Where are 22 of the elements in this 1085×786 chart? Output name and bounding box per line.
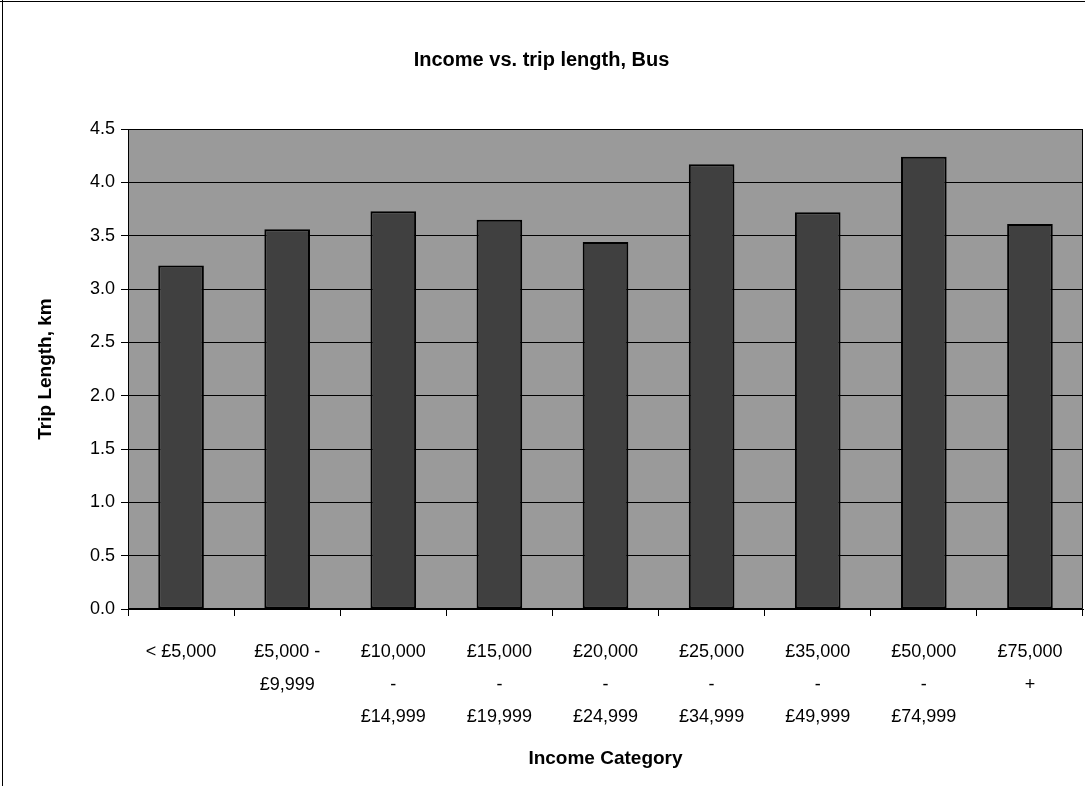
x-tick-label: < £5,000	[145, 641, 217, 662]
y-tick-label: 3.0	[89, 277, 115, 298]
x-axis-title: Income Category	[528, 746, 684, 768]
y-tick-label: 3.5	[89, 224, 115, 245]
x-tick-label: £35,000 - £49,999	[785, 641, 851, 726]
x-tick-label: £20,000 - £24,999	[572, 641, 639, 726]
x-tick-label: £15,000 - £19,999	[466, 641, 532, 726]
x-tick-label: £10,000 - £14,999	[360, 641, 426, 726]
chart-title: Income vs. trip length, Bus	[413, 47, 670, 70]
y-tick-label: 2.0	[89, 384, 115, 405]
y-tick-label: 1.0	[89, 491, 115, 512]
y-axis-title: Trip Length, km	[33, 298, 55, 440]
y-tick-label: 4.0	[89, 171, 115, 192]
x-tick-label: £75,000 +	[997, 641, 1063, 694]
y-tick-label: 1.5	[89, 437, 115, 458]
y-tick-label: 2.5	[89, 331, 115, 352]
y-tick-label: 4.5	[89, 117, 115, 138]
y-tick-label: 0.5	[89, 544, 115, 565]
x-tick-label: £50,000 - £74,999	[891, 641, 957, 726]
x-tick-label: £5,000 - £9,999	[254, 641, 321, 694]
x-tick-label: £25,000 - £34,999	[679, 641, 745, 726]
y-tick-label: 0.0	[89, 597, 115, 618]
